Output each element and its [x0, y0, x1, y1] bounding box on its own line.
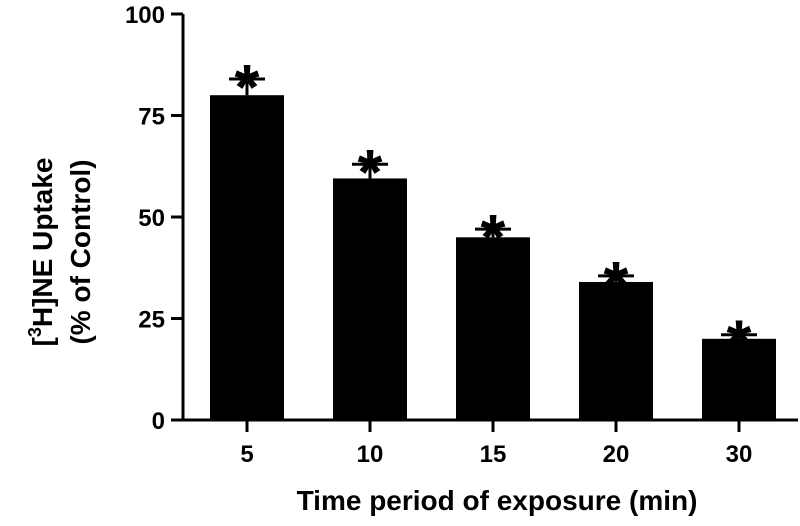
y-tick-label: 75 [138, 104, 165, 131]
x-tick-label: 20 [603, 441, 630, 468]
significance-marker: * [358, 136, 383, 208]
y-tick-label: 50 [138, 205, 165, 232]
significance-marker: * [481, 201, 506, 273]
bar [210, 95, 284, 420]
y-axis-title: [3H]NE Uptake (% of Control) [25, 158, 96, 347]
significance-marker: * [727, 307, 752, 379]
bar [579, 281, 653, 420]
x-tick-label: 10 [357, 441, 384, 468]
y-tick-label: 25 [138, 307, 165, 334]
y-tick-label: 0 [152, 408, 165, 435]
svg-text:[3H]NE Uptake: [3H]NE Uptake [25, 158, 58, 347]
bar [333, 178, 407, 420]
x-tick-label: 15 [480, 441, 507, 468]
bar [456, 237, 530, 420]
y-axis-title-main: H]NE Uptake [27, 158, 58, 328]
bar [702, 338, 776, 420]
significance-marker: * [235, 51, 260, 123]
bars: * * * * * [210, 51, 776, 420]
x-axis-title: Time period of exposure (min) [297, 485, 698, 516]
significance-marker: * [604, 248, 629, 320]
x-axis: 5 10 15 20 30 [183, 418, 798, 468]
x-tick-label: 5 [240, 441, 253, 468]
x-tick-label: 30 [726, 441, 753, 468]
y-axis-title-bracket: [ [27, 337, 58, 346]
y-axis-title-superscript: 3 [25, 327, 45, 337]
y-axis-title-line2: (% of Control) [65, 159, 96, 344]
y-axis: 0 25 50 75 100 [125, 2, 185, 435]
y-tick-label: 100 [125, 2, 165, 29]
